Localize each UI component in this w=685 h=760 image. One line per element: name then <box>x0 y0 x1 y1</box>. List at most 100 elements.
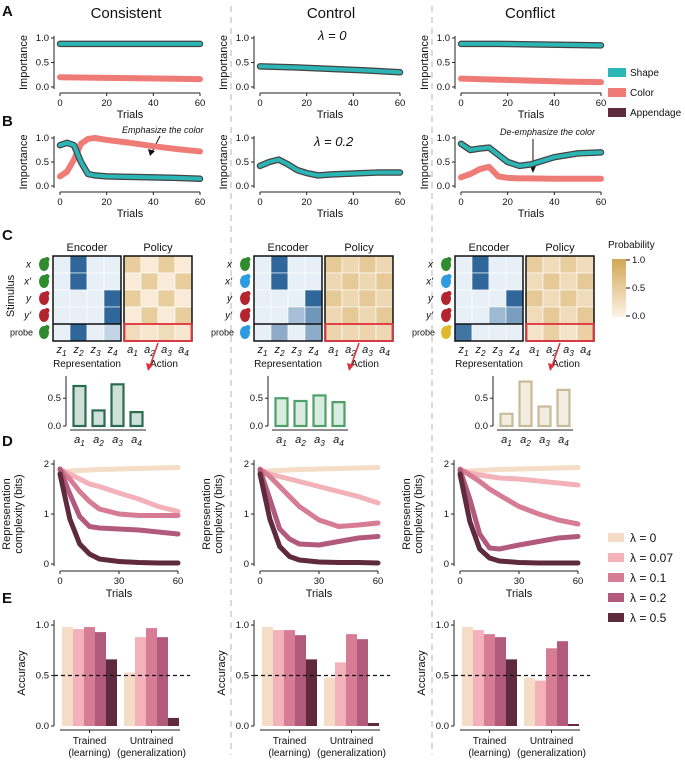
policy-cell <box>525 272 544 291</box>
probe-bar <box>312 394 327 428</box>
stimulus-shape-icon <box>44 274 50 279</box>
stimulus-shape-icon <box>245 274 251 279</box>
probe-bar-label: a3 <box>112 434 123 448</box>
probe-bar <box>331 401 346 428</box>
encoder-cell <box>253 323 272 342</box>
probe-bar <box>72 384 87 428</box>
policy-cell <box>140 323 159 342</box>
policy-cell <box>559 289 578 308</box>
complexity-series-line <box>257 465 381 474</box>
stimulus-row-label: x' <box>425 277 434 288</box>
probe-highlight <box>324 323 394 342</box>
probe-bar-label: a3 <box>539 434 550 448</box>
representation-label: Representation <box>455 359 523 370</box>
encoder-cell <box>86 255 105 274</box>
probe-y-tick-label: 0.5 <box>475 393 488 404</box>
policy-col-label: a4 <box>178 344 189 358</box>
encoder-cell <box>52 306 71 325</box>
policy-cell <box>559 323 578 342</box>
importance-chart-b-control: 0.0 0.5 1.0 0 20 40 60 Trials Importance <box>218 133 405 220</box>
x-tick-label: 60 <box>373 576 384 587</box>
accuracy-chart-consistent: 0.0 0.5 1.0 Accuracy Trained(learning) Untrai… <box>16 620 190 759</box>
encoder-cell <box>454 306 473 325</box>
probe-bar <box>556 388 571 428</box>
policy-col-label: a1 <box>328 344 339 358</box>
x-axis-label: Trials <box>106 588 133 600</box>
panel-letter-d: D <box>2 433 13 450</box>
y-axis-label: Accuracy <box>416 650 428 696</box>
policy-col-label: a2 <box>345 344 356 358</box>
y-tick-label: 0.0 <box>436 721 449 732</box>
column-title-conflict: Conflict <box>505 5 556 22</box>
encoder-cell <box>304 323 323 342</box>
y-tick-label: 0.0 <box>236 181 249 192</box>
accuracy-bar <box>495 637 506 726</box>
accuracy-bar <box>273 630 284 726</box>
policy-cell <box>157 306 176 325</box>
stimulus-label: Stimulus <box>5 274 17 317</box>
encoder-cell <box>253 255 272 274</box>
y-tick-label: 2 <box>44 459 49 470</box>
policy-cell <box>525 306 544 325</box>
importance-chart-a-control: 0.0 0.5 1.0 0 20 40 60 Trials Importance <box>218 33 405 121</box>
encoder-cell <box>505 323 524 342</box>
y-tick-label: 0.0 <box>36 181 49 192</box>
series-line-color <box>458 163 604 182</box>
accuracy-bar <box>568 723 579 726</box>
accuracy-bar <box>135 637 146 726</box>
accuracy-bar <box>506 659 517 726</box>
stimulus-shape-icon <box>446 308 452 313</box>
column-title-control: Control <box>307 5 355 22</box>
probe-bar-label: a2 <box>295 434 306 448</box>
y-axis-label: Accuracy <box>216 650 228 696</box>
y-tick-label: 0 <box>44 559 49 570</box>
stimulus-shape-icon <box>446 274 452 279</box>
stimulus-row-label: x <box>427 260 434 271</box>
encoder-cell <box>505 272 524 291</box>
accuracy-bar <box>473 630 484 726</box>
accuracy-bar <box>346 634 357 726</box>
policy-cell <box>542 272 561 291</box>
accuracy-bar <box>306 659 317 726</box>
encoder-cell <box>69 306 88 325</box>
group-label-untrained: Untrained <box>130 736 173 747</box>
complexity-chart-consistent: 0 1 2 0 30 60 Trials Represenation complexity (b… <box>1 459 183 600</box>
encoder-cell <box>86 306 105 325</box>
lambda-swatch-007 <box>608 553 624 562</box>
policy-cell <box>559 306 578 325</box>
encoder-title: Encoder <box>268 242 309 254</box>
lambda-annotation-b: λ = 0.2 <box>313 134 354 149</box>
policy-cell <box>576 323 595 342</box>
accuracy-bar <box>535 680 546 726</box>
x-tick-label: 60 <box>395 98 406 109</box>
probe-bar-label: a1 <box>74 434 85 448</box>
y-tick-label: 0 <box>444 559 449 570</box>
y-axis-label: Represenation <box>201 478 213 550</box>
series-line-shape <box>58 140 202 181</box>
complexity-series-line <box>57 465 181 474</box>
policy-cell <box>174 306 193 325</box>
colorbar-tick-05: 0.5 <box>632 283 645 294</box>
probe-bar <box>537 405 552 428</box>
policy-col-label: a3 <box>161 344 172 358</box>
policy-cell <box>341 272 360 291</box>
probe-bar-label: a2 <box>93 434 104 448</box>
accuracy-bar <box>84 627 95 726</box>
encoder-cell <box>86 289 105 308</box>
stimulus-shape-icon <box>446 325 452 330</box>
complexity-series-line <box>257 466 381 529</box>
encoder-cell <box>253 289 272 308</box>
policy-col-label: a4 <box>580 344 591 358</box>
y-tick-label: 2 <box>444 459 449 470</box>
encoder-cell <box>471 323 490 342</box>
encoder-cell <box>505 306 524 325</box>
panel-letter-c: C <box>2 227 13 244</box>
y-axis-label: Importance <box>218 35 230 90</box>
accuracy-bar <box>73 629 84 726</box>
group-label-untrained: Untrained <box>530 736 573 747</box>
encoder-cell <box>505 255 524 274</box>
policy-cell <box>123 289 142 308</box>
group-label-trained-sub: (learning) <box>468 748 510 759</box>
encoder-title: Encoder <box>67 242 108 254</box>
y-tick-label: 0.5 <box>236 58 249 69</box>
